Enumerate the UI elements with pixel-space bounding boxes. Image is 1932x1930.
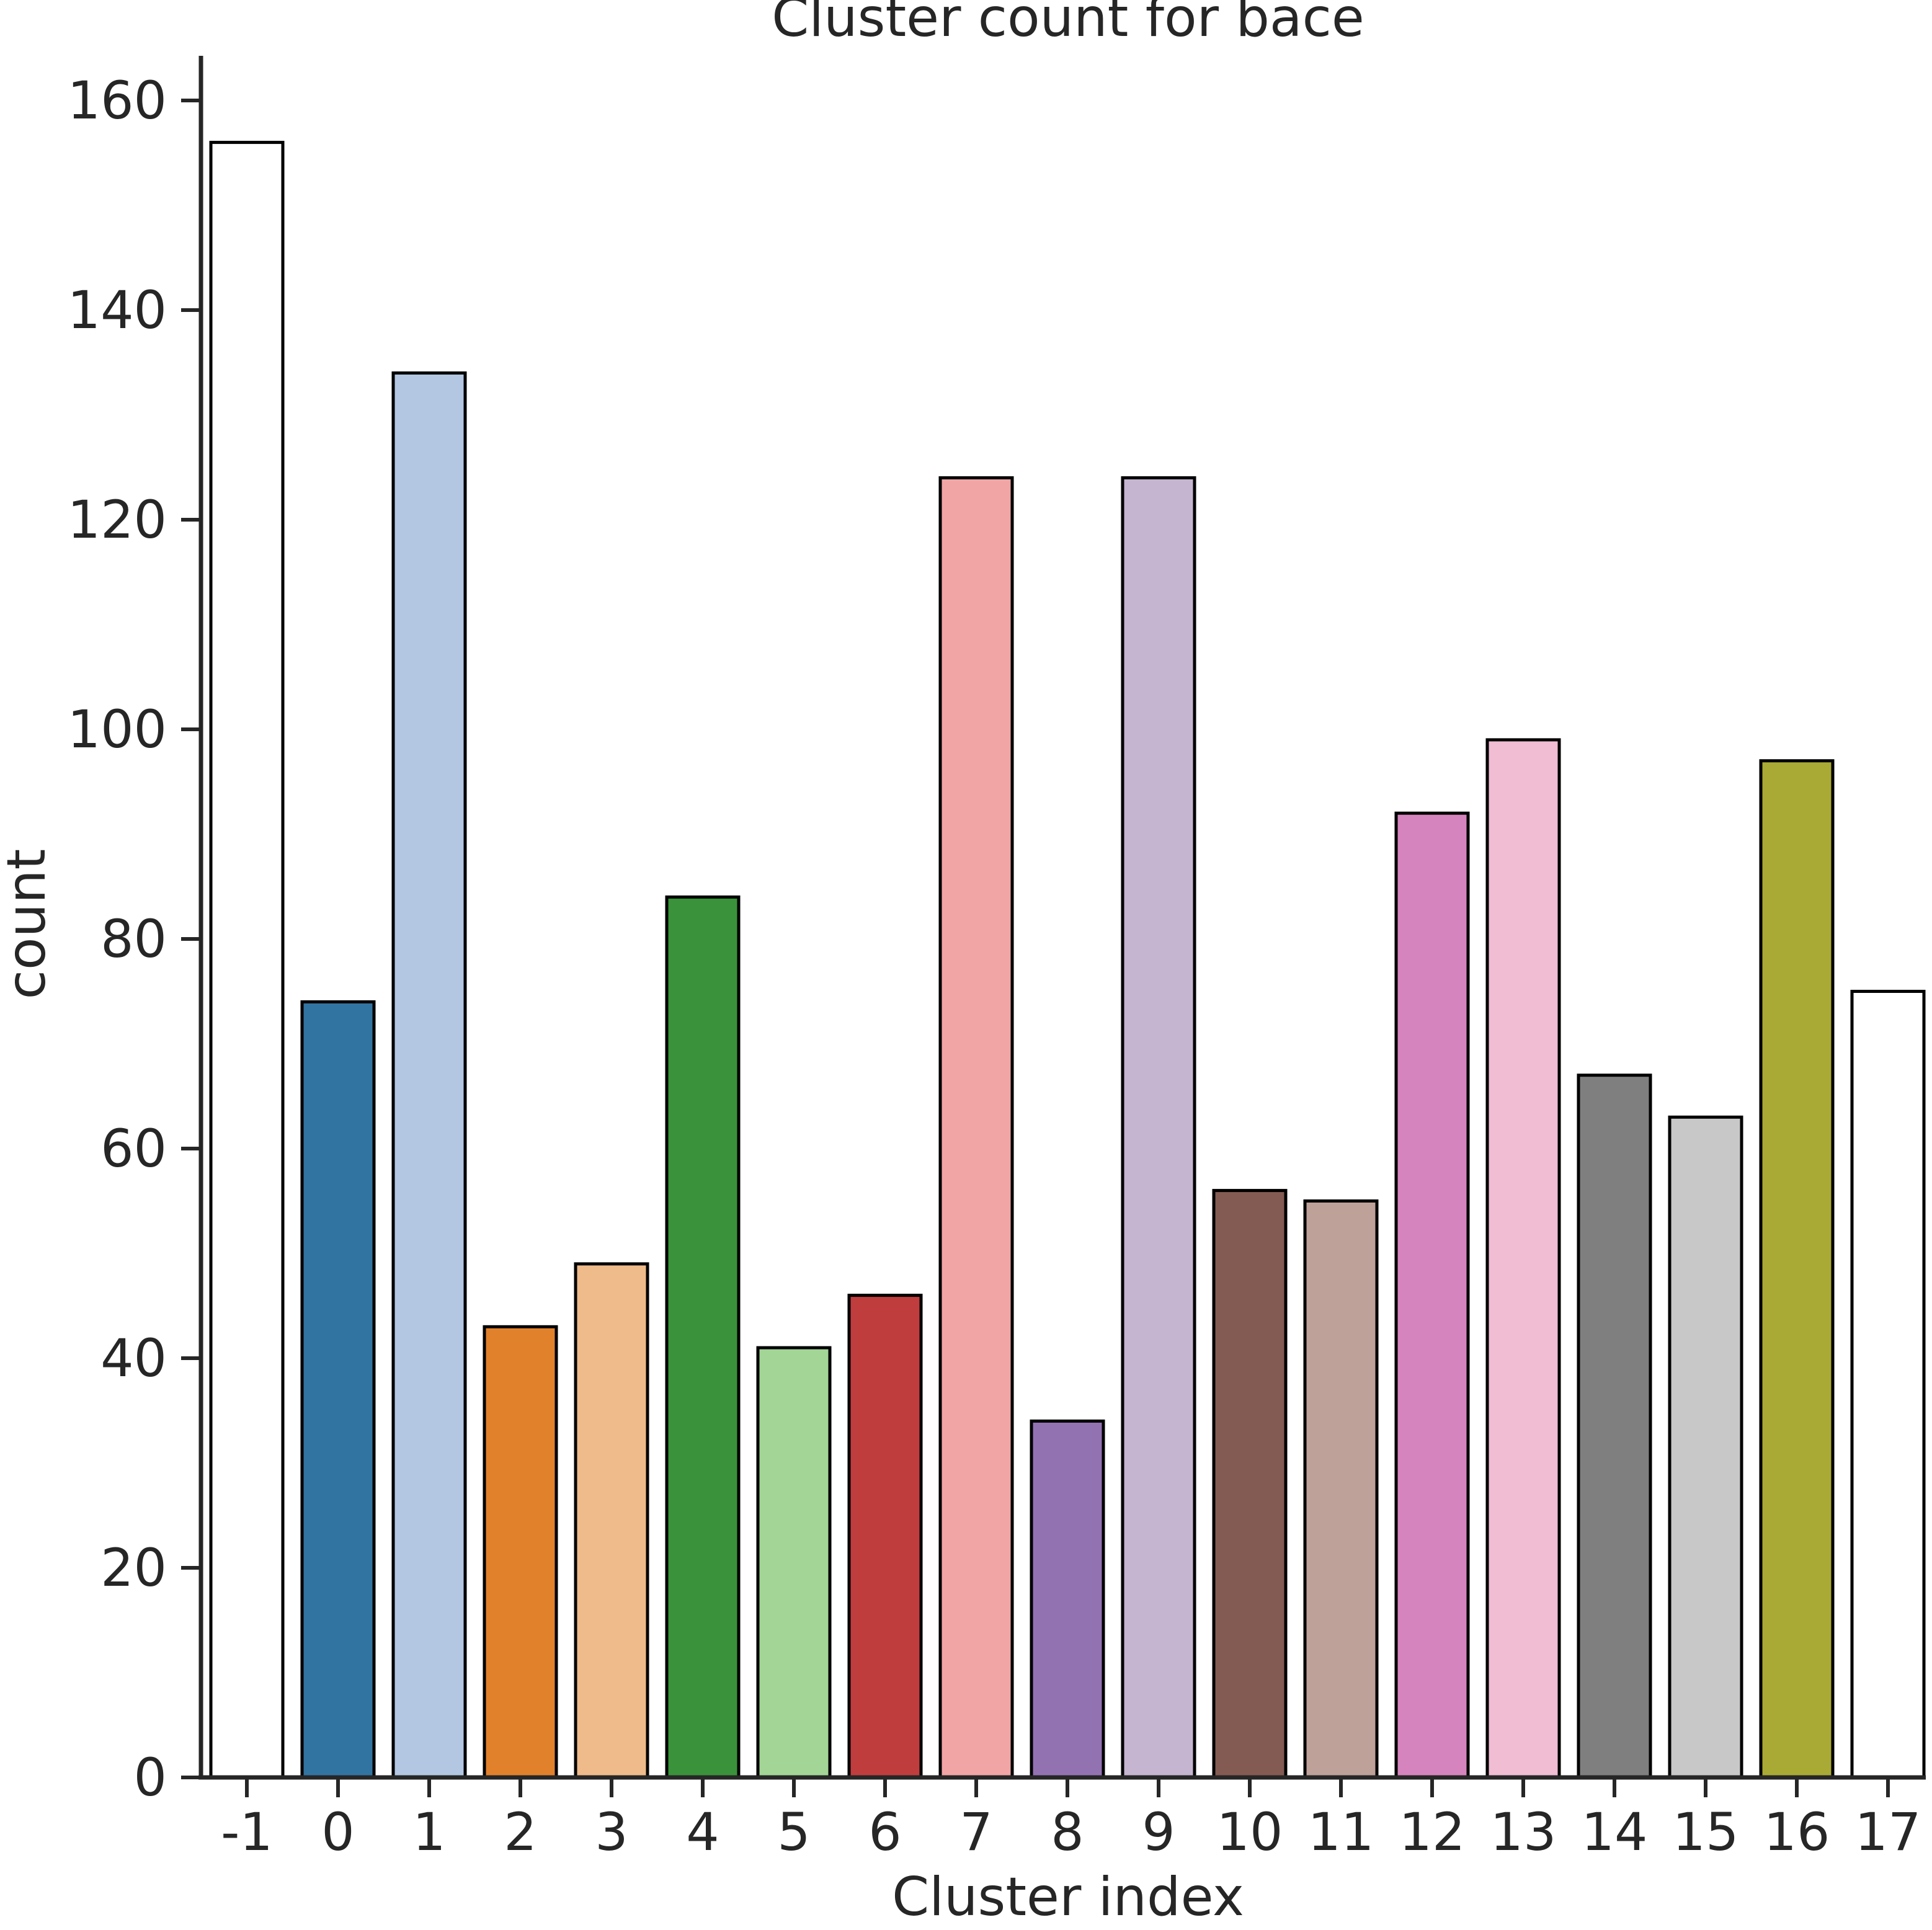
bar-cluster-11 (1303, 1199, 1379, 1779)
x-tick-label: 1 (412, 1802, 445, 1862)
bar-cluster-6 (847, 1294, 923, 1779)
x-tick-label: 6 (868, 1802, 901, 1862)
y-axis-ticks: 0 20 40 60 80 100 120 140 160 (68, 70, 201, 1808)
x-tick-label: 8 (1051, 1802, 1084, 1862)
bar-cluster-9 (1121, 476, 1196, 1779)
x-axis-label: Cluster index (892, 1866, 1244, 1928)
x-tick-label: 17 (1855, 1802, 1921, 1862)
bar-cluster-1 (391, 371, 467, 1779)
y-tick-label: 80 (100, 909, 167, 969)
bar-cluster-15 (1668, 1115, 1743, 1779)
y-tick-label: 100 (68, 699, 167, 760)
chart-title: Cluster count for bace (772, 0, 1364, 49)
x-tick-label: 4 (686, 1802, 719, 1862)
bar-cluster-17 (1850, 990, 1926, 1779)
bar-cluster-0 (300, 1000, 376, 1779)
x-tick-label: 5 (777, 1802, 810, 1862)
bar-cluster-7 (938, 476, 1014, 1779)
bar-cluster-5 (756, 1346, 832, 1779)
x-tick-label: 10 (1217, 1802, 1283, 1862)
bar-cluster-14 (1577, 1074, 1652, 1779)
x-tick-label: -1 (221, 1802, 273, 1862)
bar-cluster-13 (1485, 738, 1561, 1779)
bar-cluster-2 (483, 1325, 558, 1779)
bar-cluster-4 (665, 895, 741, 1779)
x-tick-label: 14 (1582, 1802, 1648, 1862)
x-tick-label: 15 (1673, 1802, 1739, 1862)
x-axis-ticks: -1 0 1 2 3 4 5 6 7 8 9 10 11 12 13 14 15 16 17 (221, 1777, 1921, 1862)
bar-cluster-8 (1030, 1419, 1105, 1779)
x-tick-label: 16 (1764, 1802, 1830, 1862)
y-tick-label: 60 (100, 1118, 167, 1179)
bar-cluster-3 (574, 1262, 649, 1779)
y-tick-label: 0 (134, 1747, 167, 1808)
x-tick-label: 2 (504, 1802, 536, 1862)
y-tick-label: 40 (100, 1328, 167, 1389)
bar-cluster--1 (209, 141, 285, 1779)
bar-cluster-12 (1394, 811, 1470, 1779)
x-tick-label: 0 (321, 1802, 354, 1862)
bar-cluster-16 (1759, 759, 1835, 1779)
y-tick-label: 120 (68, 489, 167, 550)
y-tick-label: 160 (68, 70, 167, 131)
bars-group (209, 141, 1926, 1779)
x-tick-label: 3 (595, 1802, 628, 1862)
x-tick-label: 7 (959, 1802, 992, 1862)
y-tick-label: 20 (100, 1537, 167, 1598)
y-axis-label: count (0, 849, 58, 1000)
x-tick-label: 11 (1308, 1802, 1374, 1862)
x-tick-label: 12 (1399, 1802, 1466, 1862)
x-tick-label: 9 (1142, 1802, 1175, 1862)
x-tick-label: 13 (1490, 1802, 1557, 1862)
y-tick-label: 140 (68, 280, 167, 340)
bar-cluster-10 (1212, 1189, 1288, 1779)
